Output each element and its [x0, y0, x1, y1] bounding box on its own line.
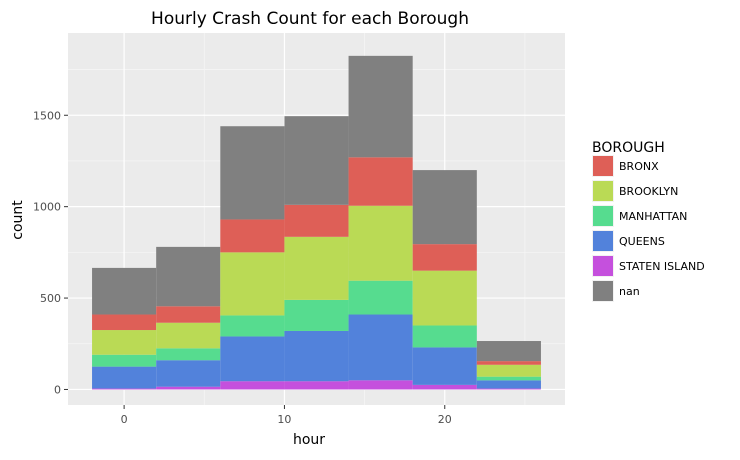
bar-segment-nan — [412, 170, 477, 245]
bar-segment-nan — [156, 246, 221, 307]
legend-item-label: nan — [619, 285, 640, 298]
bar-segment-bronx — [220, 219, 285, 253]
bar-segment-staten-island — [92, 388, 157, 390]
bar-segment-manhattan — [412, 325, 477, 348]
legend-swatch — [593, 156, 613, 176]
legend-title: BOROUGH — [592, 140, 665, 156]
x-axis-label: hour — [293, 432, 325, 448]
bar-segment-brooklyn — [284, 236, 349, 300]
bar-segment-bronx — [156, 306, 221, 323]
y-tick-label: 500 — [40, 292, 61, 305]
bar-segment-staten-island — [476, 388, 541, 390]
y-axis: 0 500 1000 1500 — [33, 109, 68, 396]
bar-segment-staten-island — [284, 381, 349, 390]
bar-segment-manhattan — [220, 315, 285, 337]
bar-segment-bronx — [348, 157, 413, 206]
legend-swatch — [593, 206, 613, 226]
bar-segment-bronx — [412, 244, 477, 271]
x-tick-label: 0 — [121, 413, 128, 426]
y-axis-label: count — [10, 200, 26, 240]
bar-segment-bronx — [284, 204, 349, 237]
bar-segment-brooklyn — [476, 364, 541, 377]
bar-segment-manhattan — [476, 376, 541, 381]
bars — [92, 55, 541, 390]
bar-segment-brooklyn — [348, 205, 413, 281]
bar-segment-brooklyn — [412, 270, 477, 326]
bar-segment-bronx — [476, 361, 541, 365]
bar-segment-queens — [92, 366, 157, 389]
legend-swatch — [593, 231, 613, 251]
bar-segment-staten-island — [348, 380, 413, 390]
bar-segment-brooklyn — [156, 322, 221, 349]
legend-item-label: BROOKLYN — [619, 185, 678, 198]
bar-segment-nan — [348, 55, 413, 158]
bar-segment-nan — [476, 341, 541, 362]
bar-segment-queens — [156, 360, 221, 387]
bar-segment-manhattan — [348, 280, 413, 315]
bar-segment-brooklyn — [92, 330, 157, 355]
x-tick-label: 10 — [277, 413, 291, 426]
bar-segment-queens — [412, 347, 477, 385]
legend-swatch — [593, 281, 613, 301]
bar-segment-staten-island — [156, 386, 221, 390]
legend-item-label: MANHATTAN — [619, 210, 687, 223]
bar-segment-nan — [220, 126, 285, 220]
bar-segment-queens — [348, 314, 413, 381]
legend: BOROUGH BRONX BROOKLYN MANHATTAN QUEENS STAT… — [592, 140, 705, 302]
legend-item-label: STATEN ISLAND — [619, 260, 705, 273]
x-tick-label: 20 — [438, 413, 452, 426]
legend-swatch — [593, 181, 613, 201]
legend-swatch — [593, 256, 613, 276]
bar-segment-staten-island — [220, 381, 285, 390]
bar-segment-manhattan — [92, 354, 157, 367]
y-tick-label: 0 — [54, 383, 61, 396]
bar-segment-queens — [476, 380, 541, 389]
bar-segment-queens — [220, 336, 285, 382]
y-tick-label: 1000 — [33, 201, 61, 214]
bar-segment-queens — [284, 330, 349, 382]
chart-title: Hourly Crash Count for each Borough — [151, 9, 469, 29]
bar-segment-nan — [92, 267, 157, 315]
legend-item-label: BRONX — [619, 160, 659, 173]
x-axis: 0 10 20 — [121, 405, 452, 426]
bar-segment-brooklyn — [220, 252, 285, 316]
bar-segment-nan — [284, 116, 349, 205]
y-tick-label: 1500 — [33, 109, 61, 122]
bar-segment-bronx — [92, 314, 157, 331]
bar-segment-manhattan — [156, 348, 221, 361]
legend-item-label: QUEENS — [619, 235, 665, 248]
bar-segment-staten-island — [412, 384, 477, 390]
bar-segment-manhattan — [284, 299, 349, 331]
